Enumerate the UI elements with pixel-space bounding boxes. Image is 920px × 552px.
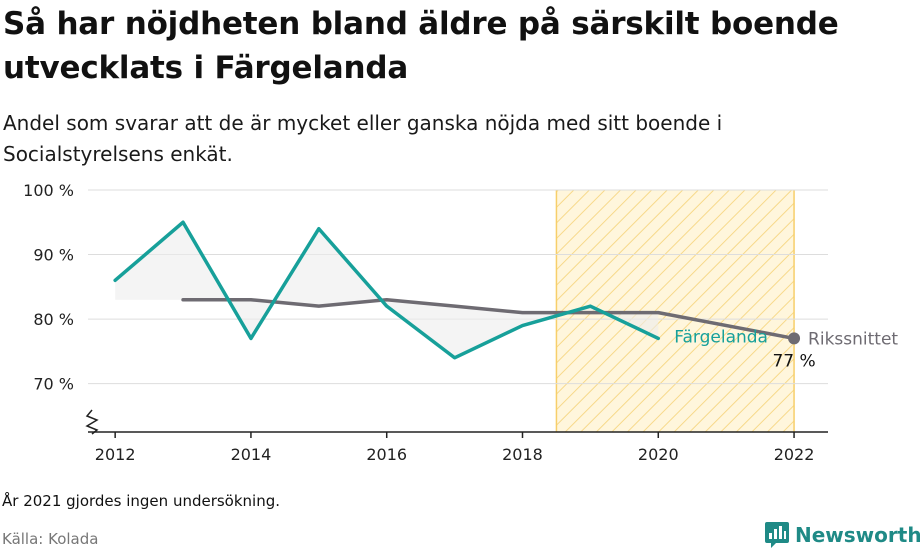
- end-value-label: 77 %: [772, 351, 815, 371]
- x-tick-label: 2018: [502, 445, 543, 464]
- series-label-fargelanda: Färgelanda: [674, 327, 768, 347]
- newsworthy-logo: Newsworthy: [764, 520, 920, 550]
- x-tick-label: 2014: [231, 445, 272, 464]
- y-tick-label: 90 %: [33, 246, 74, 265]
- x-tick-label: 2012: [95, 445, 136, 464]
- newsworthy-logo-icon: [765, 522, 789, 548]
- series-line-fargelanda: [113, 220, 661, 360]
- footnote: År 2021 gjordes ingen undersökning.: [2, 492, 281, 510]
- chart-title: Så har nöjdheten bland äldre på särskilt…: [3, 6, 839, 86]
- y-tick-label: 100 %: [23, 181, 74, 200]
- x-tick-label: 2016: [366, 445, 407, 464]
- y-tick-label: 80 %: [33, 310, 74, 329]
- y-tick-label: 70 %: [33, 375, 74, 394]
- source-note: Källa: Kolada: [2, 530, 99, 548]
- series-label-rikssnittet: Rikssnittet: [808, 329, 898, 349]
- line-chart: 70 % 80 % 90 % 100 % 2012 2014 2016 2018 2020 202…: [23, 181, 898, 464]
- x-tick-label: 2022: [774, 445, 815, 464]
- brand-name: Newsworthy: [795, 523, 920, 547]
- x-tick-label: 2020: [638, 445, 679, 464]
- chart-subtitle: Andel som svarar att de är mycket eller …: [3, 111, 723, 166]
- end-point-rikssnittet: [788, 332, 801, 345]
- axis-break-icon: [85, 409, 99, 435]
